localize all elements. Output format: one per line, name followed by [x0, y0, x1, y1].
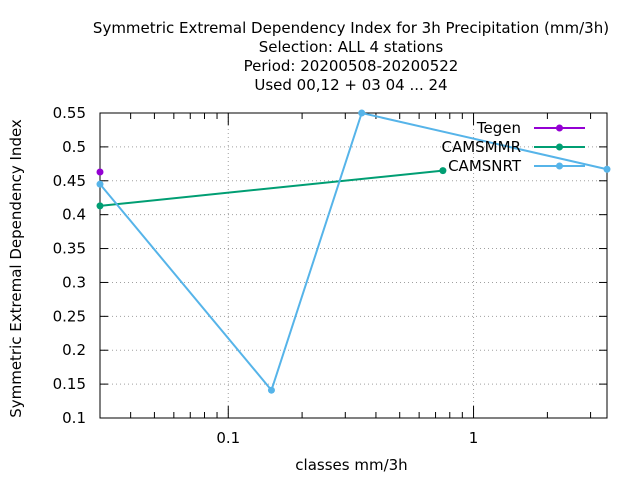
series-line-camsnrt	[99, 111, 608, 393]
grid	[100, 112, 607, 419]
title-line-2: Period: 20200508-20200522	[244, 57, 459, 75]
legend-label-tegen: Tegen	[476, 119, 521, 137]
plot-frame	[99, 112, 608, 419]
x-axis-label: classes mm/3h	[295, 456, 407, 474]
series-tegen	[96, 168, 104, 176]
data-point-camsmmr	[96, 202, 104, 210]
y-tick-label: 0.35	[53, 240, 86, 258]
title-line-0: Symmetric Extremal Dependency Index for …	[93, 19, 609, 37]
data-point-camsnrt	[96, 180, 104, 188]
title-line-1: Selection: ALL 4 stations	[259, 38, 444, 56]
data-point-camsnrt	[603, 165, 611, 173]
y-tick-label: 0.45	[53, 172, 86, 190]
data-point-camsnrt	[358, 109, 366, 117]
title-line-3: Used 00,12 + 03 04 ... 24	[254, 76, 447, 94]
legend-swatch-point	[556, 162, 563, 170]
y-tick-label: 0.3	[62, 273, 86, 291]
y-tick-label: 0.2	[62, 341, 86, 359]
legend-label-camsmmr: CAMSMMR	[441, 138, 521, 156]
series-camsmmr	[96, 167, 447, 210]
y-tick-label: 0.55	[53, 104, 86, 122]
y-tick-label: 0.4	[62, 206, 86, 224]
axis-ticks: 0.1 0.15 0.2 0.25 0.3 0.35 0.4 0.45 0.5 0.55 0.1 1	[53, 104, 607, 447]
legend-swatch-point	[556, 143, 563, 151]
data-point-camsmmr	[439, 167, 447, 175]
chart-title: Symmetric Extremal Dependency Index for …	[93, 19, 609, 94]
x-tick-label: 1	[469, 429, 479, 447]
y-tick-label: 0.5	[62, 138, 86, 156]
x-tick-label: 0.1	[216, 429, 240, 447]
data-point-tegen	[96, 168, 104, 176]
data-point-camsnrt	[267, 386, 275, 394]
y-axis-label: Symmetric Extremal Dependency Index	[7, 119, 25, 418]
series	[96, 109, 611, 394]
legend-label-camsnrt: CAMSNRT	[448, 157, 522, 175]
legend-swatch-point	[556, 124, 563, 132]
y-tick-label: 0.25	[53, 307, 86, 325]
y-tick-label: 0.15	[53, 375, 86, 393]
series-line-camsmmr	[99, 169, 444, 207]
y-tick-label: 0.1	[62, 409, 86, 427]
series-camsnrt	[96, 109, 611, 394]
